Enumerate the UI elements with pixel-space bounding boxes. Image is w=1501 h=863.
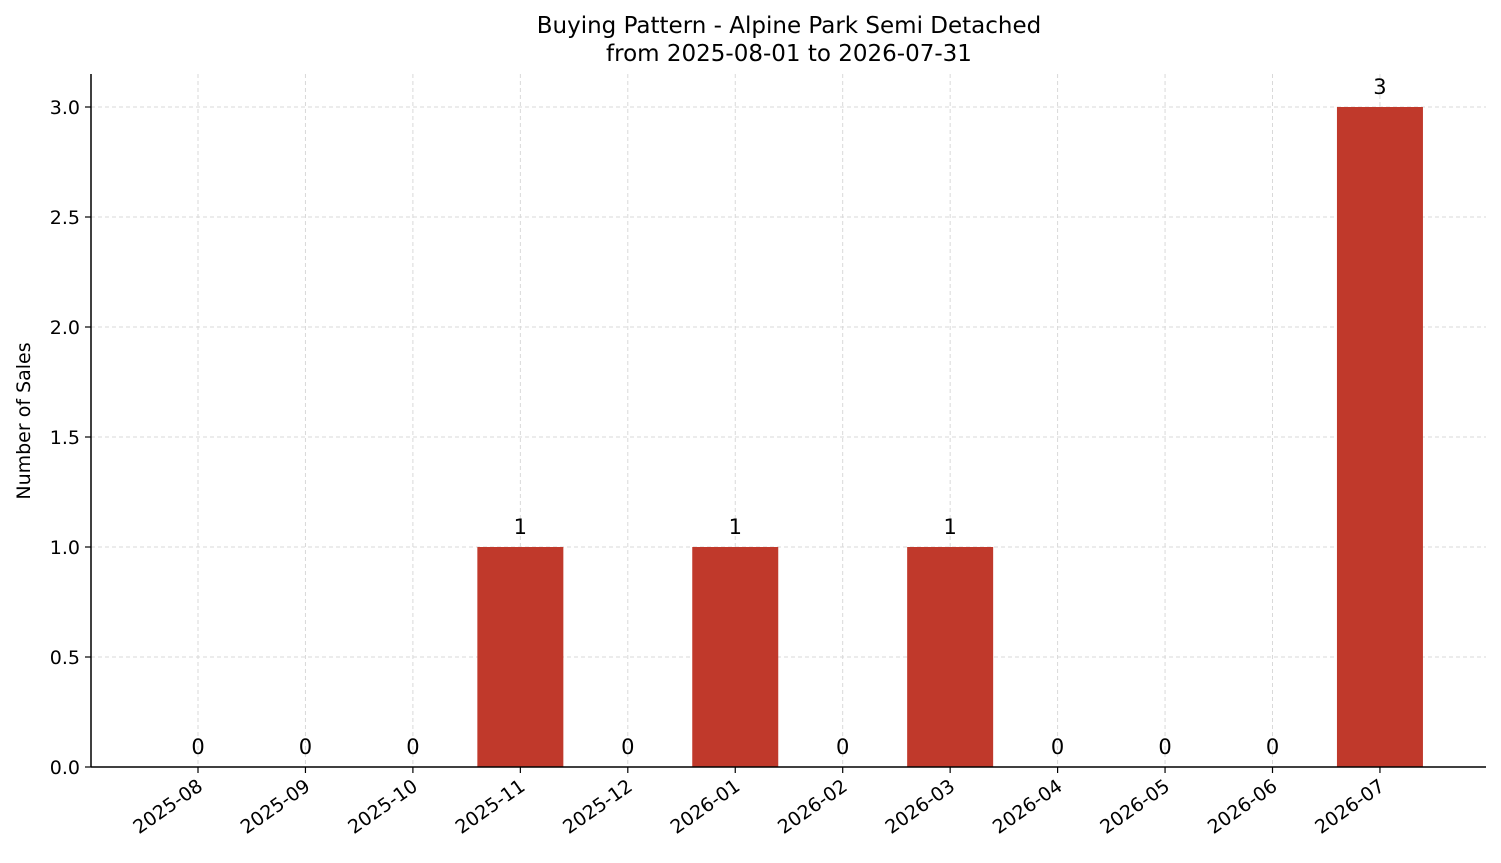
x-tick-label-2025-12: 2025-12	[559, 775, 637, 839]
y-tick-label: 2.0	[50, 317, 80, 339]
y-tick-label: 0.5	[50, 647, 80, 669]
x-tick-label-2025-11: 2025-11	[452, 775, 530, 839]
x-tick-label-2026-01: 2026-01	[666, 775, 744, 839]
x-tick-label-2025-09: 2025-09	[237, 775, 315, 839]
data-label-2026-03: 1	[943, 515, 956, 539]
axes	[85, 74, 1486, 773]
data-label-2025-08: 0	[191, 735, 204, 759]
chart-subtitle: from 2025-08-01 to 2026-07-31	[606, 41, 972, 67]
y-tick-label: 2.5	[50, 207, 80, 229]
x-tick-label-2026-06: 2026-06	[1204, 775, 1282, 839]
data-label-2026-05: 0	[1158, 735, 1171, 759]
gridlines	[91, 74, 1486, 768]
bar-2026-01	[692, 547, 779, 767]
bar-2026-03	[907, 547, 994, 767]
y-tick-label: 0.0	[50, 757, 80, 779]
x-tick-label-2026-05: 2026-05	[1096, 775, 1174, 839]
data-label-2025-11: 1	[514, 515, 527, 539]
y-tick-label: 1.0	[50, 537, 80, 559]
y-axis-label: Number of Sales	[13, 342, 35, 499]
data-label-2026-07: 3	[1373, 75, 1386, 99]
x-tick-label-2026-07: 2026-07	[1311, 775, 1389, 839]
x-tick-label-2025-10: 2025-10	[344, 775, 422, 839]
x-tick-label-2026-02: 2026-02	[774, 775, 852, 839]
data-label-2025-12: 0	[621, 735, 634, 759]
data-label-2026-01: 1	[729, 515, 742, 539]
data-label-2026-04: 0	[1051, 735, 1064, 759]
data-label-2025-09: 0	[299, 735, 312, 759]
data-label-2025-10: 0	[406, 735, 419, 759]
chart-title: Buying Pattern - Alpine Park Semi Detach…	[537, 13, 1041, 39]
y-tick-label: 1.5	[50, 427, 80, 449]
data-label-2026-06: 0	[1266, 735, 1279, 759]
x-tick-label-2026-04: 2026-04	[989, 775, 1067, 839]
data-label-2026-02: 0	[836, 735, 849, 759]
bar-2026-07	[1336, 107, 1423, 767]
bars	[477, 107, 1423, 767]
x-tick-label-2026-03: 2026-03	[881, 775, 959, 839]
bar-2025-11	[477, 547, 564, 767]
x-tick-label-2025-08: 2025-08	[129, 775, 207, 839]
y-tick-label: 3.0	[50, 97, 80, 119]
